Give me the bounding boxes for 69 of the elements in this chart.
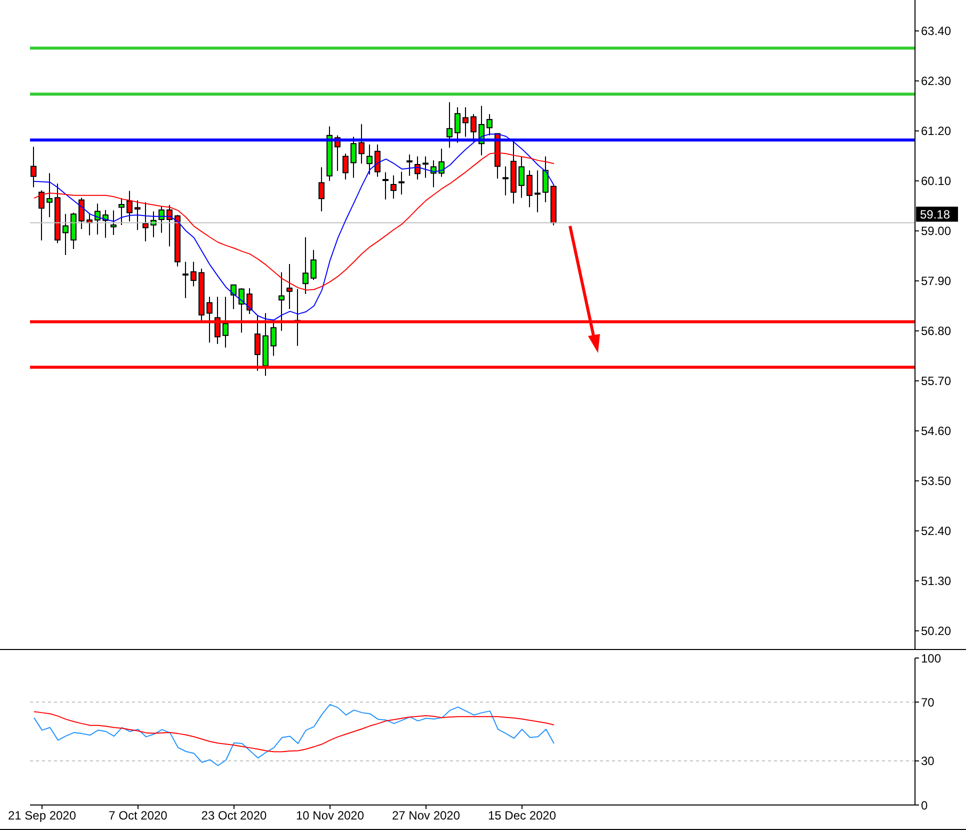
candlestick [134,200,140,230]
y-tick-label: 53.50 [921,474,952,488]
y-tick-label: 0 [921,798,928,812]
candlestick [398,171,404,196]
candlestick [366,144,372,176]
candlestick [246,288,252,315]
candlestick [118,198,124,226]
candlestick [310,249,316,280]
y-tick-label: 52.40 [921,524,952,538]
y-tick-label: 30 [921,754,935,768]
candlestick [38,190,44,241]
candlestick [414,156,420,180]
candlestick [126,190,132,222]
candlestick [238,288,244,334]
x-tick-label: 7 Oct 2020 [108,808,168,823]
candlestick [422,156,428,178]
y-tick-label: 62.30 [921,74,952,88]
y-tick-label: 57.90 [921,274,952,288]
y-tick-label: 100 [921,651,942,666]
ref-line-label: 59.18 [920,208,950,222]
candlestick [390,174,396,200]
y-tick-label: 63.40 [921,24,952,38]
line-series [34,711,554,752]
y-tick-label: 54.60 [921,424,952,438]
candlestick [222,296,228,348]
candlestick [62,214,68,256]
candlestick [350,136,356,178]
candlestick [502,166,508,196]
candlestick [518,156,524,198]
candlestick [30,146,36,188]
x-tick-label: 23 Oct 2020 [201,808,268,823]
y-tick-label: 59.00 [921,224,952,238]
candlestick [302,236,308,295]
y-tick-label: 70 [921,695,935,710]
candlestick [470,114,476,142]
candlestick [190,261,196,287]
candlestick [374,144,380,178]
candlestick [526,170,532,208]
x-tick-label: 15 Dec 2020 [488,808,556,823]
candlestick [78,197,84,230]
y-tick-label: 61.20 [921,124,952,138]
candlestick [230,284,236,310]
candlestick [406,154,412,176]
candlestick [46,172,52,218]
line-series [34,704,554,766]
candlestick [158,206,164,234]
candlestick [446,102,452,148]
candlestick [358,124,364,164]
candlestick [382,172,388,200]
candlestick [318,166,324,212]
candlestick [166,204,172,247]
y-tick-label: 55.70 [921,374,952,388]
y-tick-label: 51.30 [921,574,952,588]
candlestick [462,106,468,138]
x-tick-label: 21 Sep 2020 [8,808,76,823]
x-tick-label: 10 Nov 2020 [296,808,364,823]
candlestick [110,210,116,236]
candlestick [342,153,348,180]
y-tick-label: 60.10 [921,174,952,188]
y-tick-label: 56.80 [921,324,952,338]
candlestick [542,156,548,203]
candlestick [142,202,148,242]
candlestick [486,114,492,136]
candlestick [278,272,284,332]
candlestick [534,170,540,213]
candlestick [454,106,460,144]
candlestick [182,261,188,299]
x-tick-label: 27 Nov 2020 [392,808,460,823]
y-tick-label: 50.20 [921,624,952,638]
